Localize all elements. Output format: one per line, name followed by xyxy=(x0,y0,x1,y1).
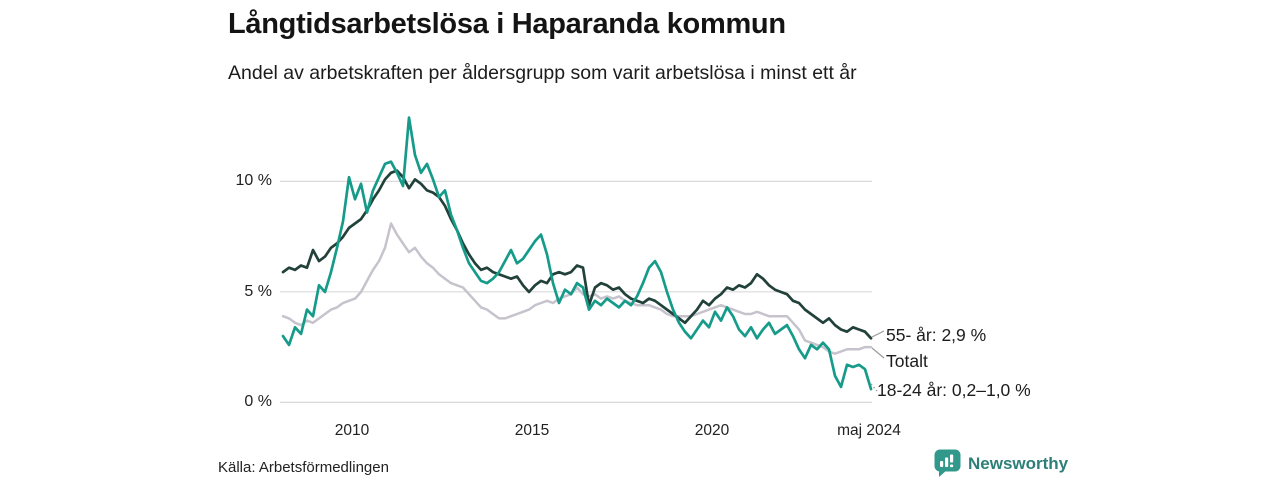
leader-18-24 xyxy=(870,383,878,392)
line-totalt xyxy=(281,222,873,355)
y-axis-tick-0: 0 % xyxy=(244,393,272,410)
leader-totalt xyxy=(871,347,885,359)
x-axis-tick-2015: 2015 xyxy=(514,422,550,439)
leader-55-plus xyxy=(871,330,885,338)
series-label-55-plus: 55- år: 2,9 % xyxy=(886,325,987,345)
x-axis-tick-2010: 2010 xyxy=(334,422,370,439)
x-axis-tick-2020: 2020 xyxy=(694,422,730,439)
series-label-18-24: 18-24 år: 0,2–1,0 % xyxy=(877,380,1031,400)
page-title: Långtidsarbetslösa i Haparanda kommun xyxy=(228,8,786,40)
label-leader-lines xyxy=(870,330,885,392)
y-axis-tick-5: 5 % xyxy=(244,283,272,300)
line-18-24 xyxy=(281,116,873,391)
series-label-totalt: Totalt xyxy=(886,351,928,371)
x-axis-tick-maj-2024: maj 2024 xyxy=(837,422,901,439)
gridlines xyxy=(280,180,872,403)
line-55-plus xyxy=(281,169,873,340)
line-chart-plot-area xyxy=(280,116,885,403)
y-axis-tick-10: 10 % xyxy=(235,172,272,189)
source-note: Källa: Arbetsförmedlingen xyxy=(218,459,389,476)
page-subtitle: Andel av arbetskraften per åldersgrupp s… xyxy=(228,62,857,84)
brand-name: Newsworthy xyxy=(968,453,1069,473)
brand-logo: Newsworthy xyxy=(934,449,1068,478)
newsworthy-speech-bubble-bar-chart-icon xyxy=(934,449,961,477)
